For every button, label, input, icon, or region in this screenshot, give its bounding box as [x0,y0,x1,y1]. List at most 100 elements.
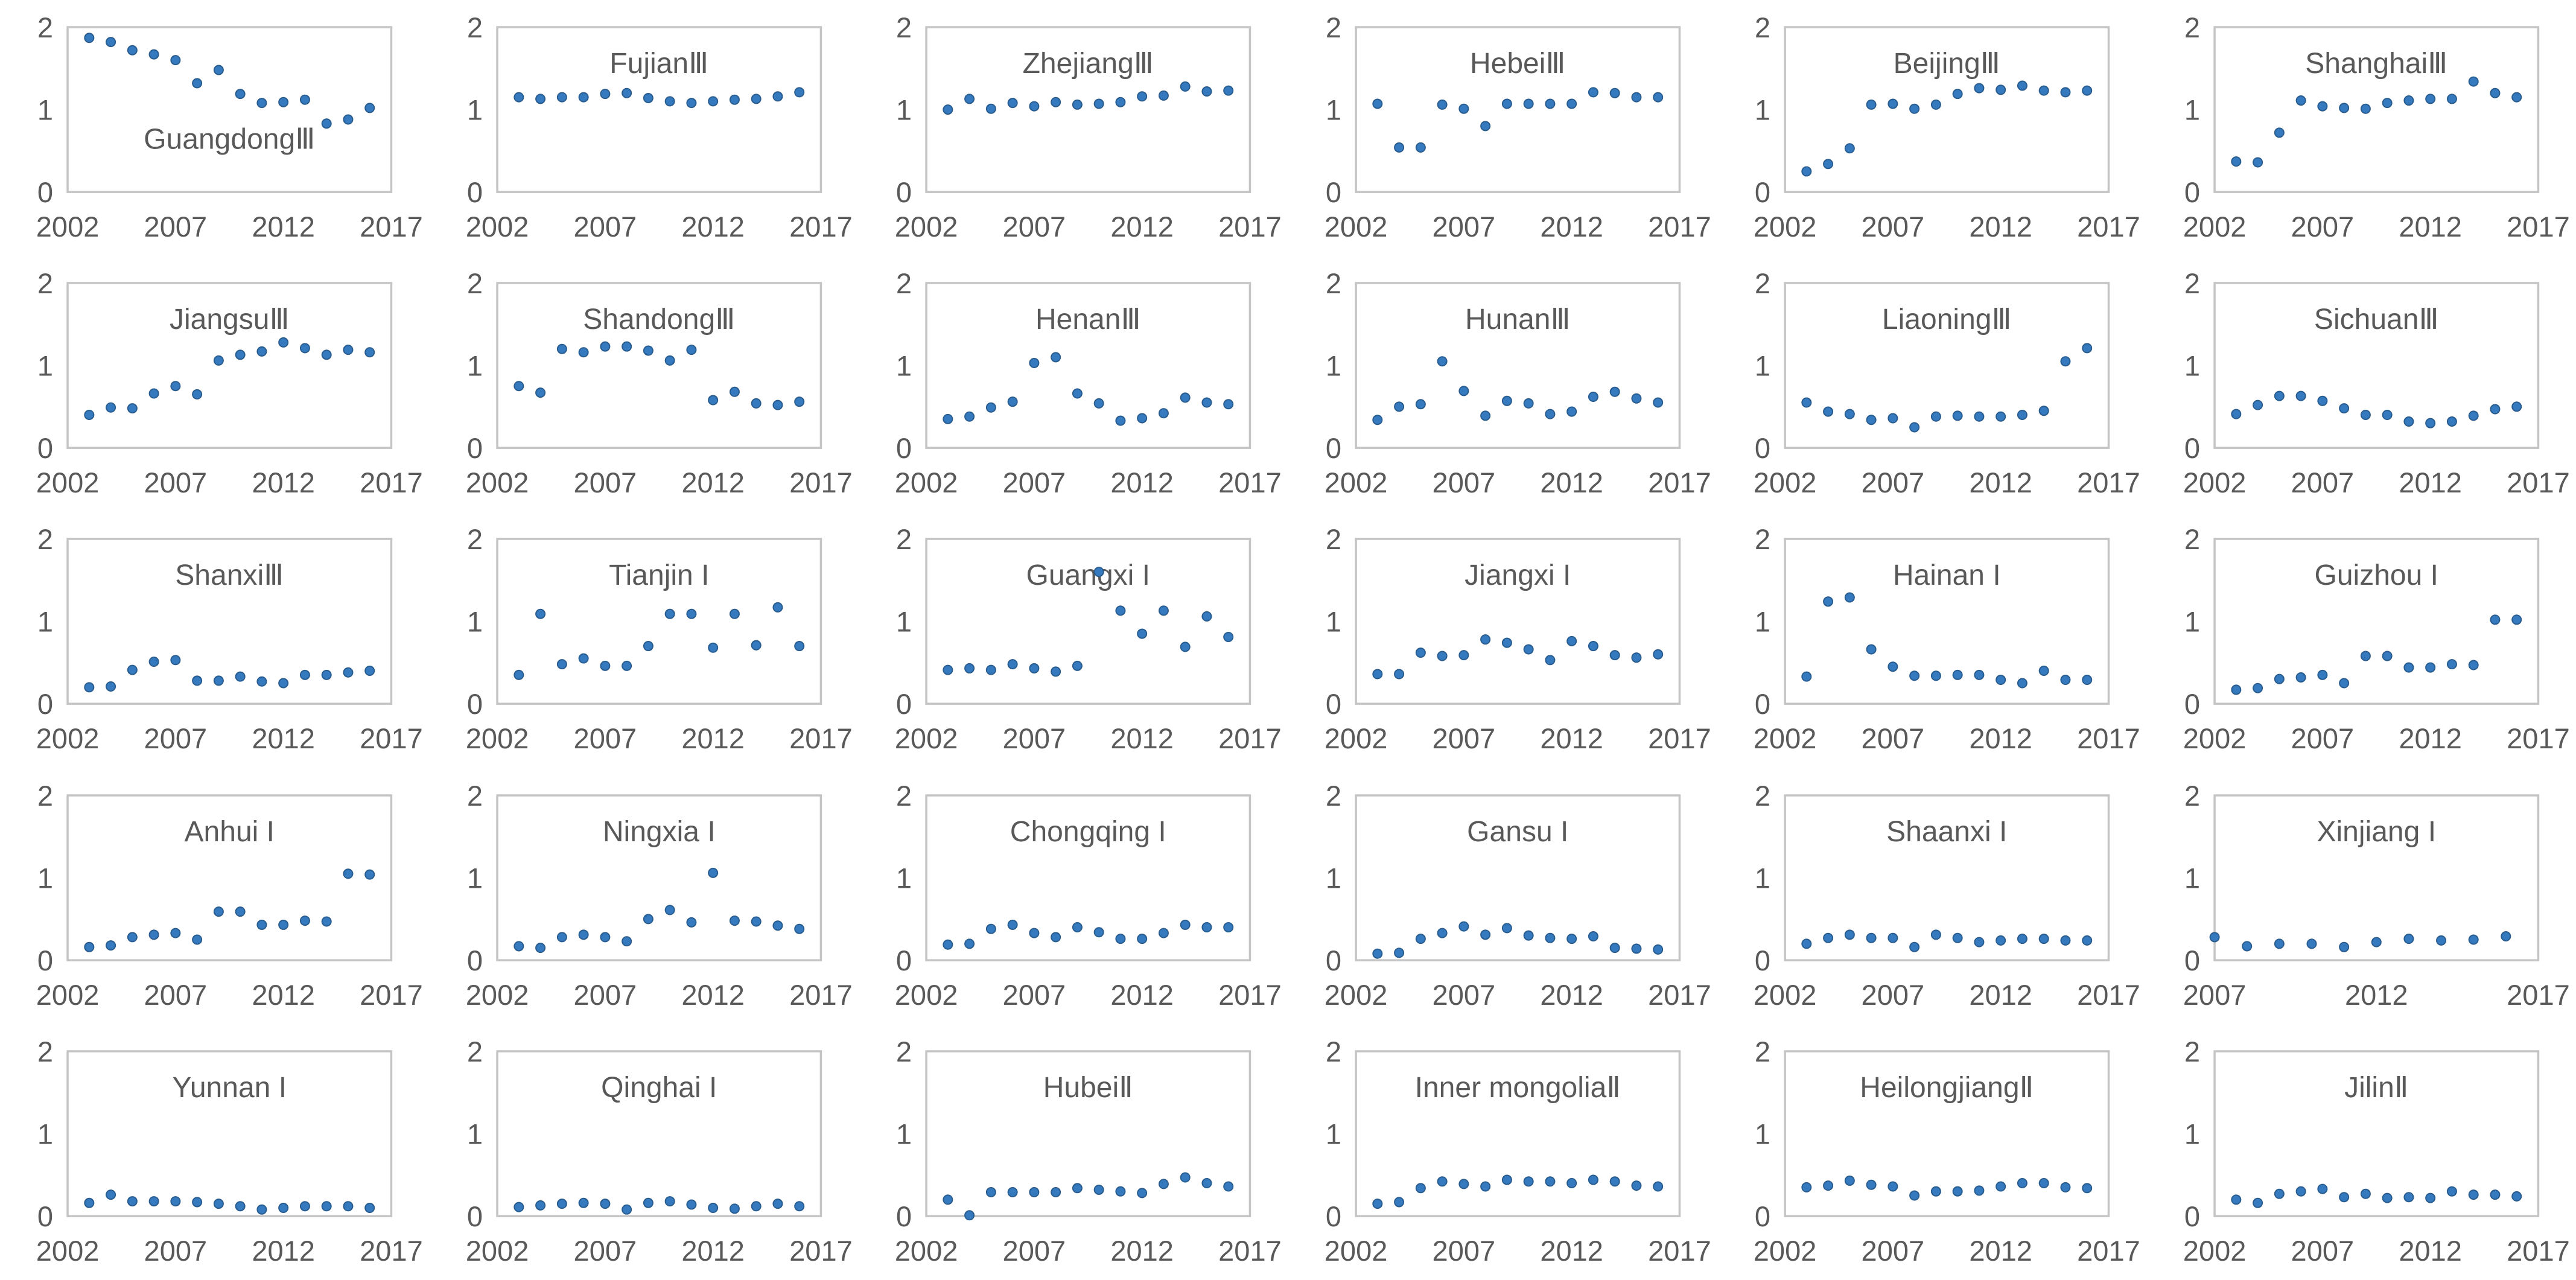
data-point [985,665,996,676]
data-point [1887,661,1898,672]
data-point [1480,1181,1490,1192]
x-tick-label: 2012 [2399,1235,2462,1267]
data-point [1652,944,1663,955]
x-tick-label: 2017 [360,211,423,243]
chart-title: Gansu I [1467,816,1568,848]
y-tick-label: 1 [1325,606,1341,638]
y-tick-label: 2 [1755,780,1770,812]
data-point [2317,1183,2327,1194]
data-point [1930,1186,1941,1197]
data-point [1544,1176,1555,1187]
data-point [1652,92,1663,103]
data-point [1372,669,1382,680]
data-point [192,934,203,945]
plot-area [925,282,1251,450]
plot-area [1354,1050,1681,1217]
x-tick-label: 2012 [1969,979,2032,1011]
data-point [1458,921,1469,932]
x-tick-label: 2002 [895,723,958,755]
data-point [1072,1183,1083,1194]
plot-area [1784,26,2110,193]
data-point [535,609,545,620]
data-point [1458,1179,1469,1189]
data-point [664,96,675,107]
data-point [364,347,375,358]
chart-cell-gansu-i: 2 1 0 2002 2007 2012 2017 Gansu I [1288,768,1718,1024]
data-point [1501,1174,1512,1185]
data-point [1093,398,1104,409]
data-point [84,410,95,421]
x-tick-label: 2007 [144,1235,208,1267]
data-point [1974,937,1985,947]
data-point [1093,98,1104,109]
data-point [1115,933,1126,944]
y-tick-label: 1 [1755,862,1770,894]
data-point [1996,935,2006,946]
data-point [1844,929,1855,940]
data-point [1996,84,2006,95]
chart-cell-tianjin-i: 2 1 0 2002 2007 2012 2017 Tianjin I [430,512,859,768]
y-tick-label: 2 [466,267,482,299]
data-point [707,1202,718,1213]
x-tick-label: 2002 [1324,211,1387,243]
plot-area [1354,282,1681,450]
data-point [535,387,545,398]
data-point [256,919,267,930]
chart-cell-jiangxi-i: 2 1 0 2002 2007 2012 2017 Jiangxi I [1288,512,1718,768]
data-point [599,1198,610,1209]
data-point [1372,98,1382,109]
data-point [599,932,610,943]
data-point [1566,1177,1577,1188]
y-tick-label: 0 [37,176,53,208]
x-tick-label: 2002 [36,466,100,498]
x-tick-label: 2002 [895,466,958,498]
x-tick-label: 2002 [1754,1235,1817,1267]
x-tick-label: 2017 [789,1235,853,1267]
x-tick-label: 2017 [360,466,423,498]
data-point [1952,1186,1963,1197]
data-point [664,1196,675,1206]
plot-area [2213,282,2539,450]
x-tick-label: 2012 [2344,979,2408,1011]
y-tick-label: 2 [2184,1036,2199,1068]
data-point [235,89,246,100]
data-point [1801,1182,1812,1192]
data-point [1393,947,1404,958]
x-tick-label: 2002 [465,723,529,755]
data-point [964,411,975,422]
plot-area [925,1050,1251,1217]
data-point [1480,121,1490,132]
data-point [772,91,783,102]
x-tick-label: 2017 [2507,723,2570,755]
data-point [729,1203,740,1214]
data-point [707,96,718,107]
chart-cell-xinjiang-i: 2 1 0 2007 2012 2017 Xinjiang I [2147,768,2576,1024]
data-point [2209,932,2220,943]
data-point [513,92,524,103]
chart-cell-zhejiang-iii: 2 1 0 2002 2007 2012 2017 ZhejiangⅢ [859,0,1288,256]
plot-area [2213,794,2539,961]
data-point [1051,666,1061,677]
x-tick-label: 2017 [2077,723,2140,755]
data-point [170,55,181,66]
y-tick-label: 2 [37,267,53,299]
data-point [1523,398,1534,409]
data-point [535,1200,545,1211]
x-tick-label: 2017 [1648,979,1711,1011]
y-tick-label: 2 [1755,11,1770,43]
data-point [1007,98,1018,109]
data-point [1115,415,1126,426]
chart-title: LiaoningⅢ [1882,304,2012,336]
data-point [1909,941,1920,952]
y-tick-label: 1 [896,862,912,894]
y-tick-label: 2 [896,780,912,812]
data-point [2017,410,2027,421]
y-tick-label: 1 [37,94,53,126]
x-tick-label: 2017 [2077,466,2140,498]
data-point [299,94,310,105]
data-point [2382,1192,2393,1203]
